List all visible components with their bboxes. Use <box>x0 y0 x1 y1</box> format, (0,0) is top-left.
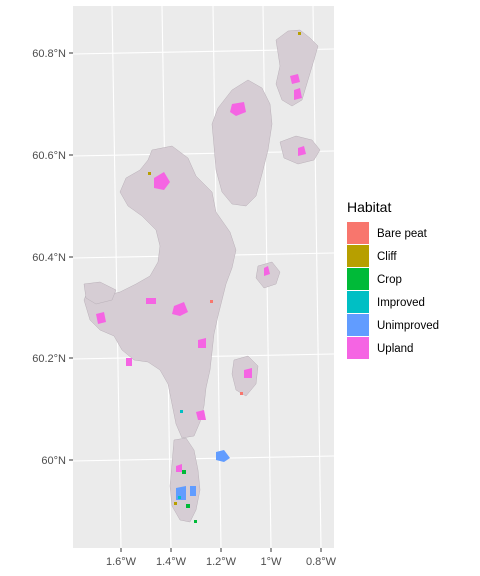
land <box>83 29 321 523</box>
y-tick-label: 60.4°N <box>32 252 66 264</box>
upland-patch <box>126 358 132 366</box>
y-tick-label: 60.6°N <box>32 150 66 162</box>
crop-speck <box>194 520 197 523</box>
upland-patches <box>96 74 306 472</box>
gridline-0.8W <box>312 6 322 548</box>
improved-speck <box>180 410 183 413</box>
legend-label-crop: Crop <box>377 274 402 286</box>
crop-speck <box>186 504 190 508</box>
y-tick-label: 60.2°N <box>32 353 66 365</box>
legend-key-improved <box>347 291 369 313</box>
land-west-mainland <box>83 281 117 305</box>
land-whalsay <box>255 261 281 289</box>
axis-ticks <box>69 52 322 552</box>
other-habitat-specks <box>148 32 301 523</box>
x-tick-label: 0.8°W <box>306 556 337 568</box>
upland-patch <box>172 302 188 316</box>
upland-patch <box>290 74 300 84</box>
unimproved-patch <box>216 450 230 462</box>
cliff-speck <box>298 32 301 35</box>
x-tick-label: 1.2°W <box>206 556 237 568</box>
legend-key-unimproved <box>347 314 369 336</box>
legend-key-upland <box>347 337 369 359</box>
legend-label-cliff: Cliff <box>377 251 397 263</box>
improved-speck <box>178 496 181 499</box>
gridline-1.6W <box>111 6 122 548</box>
bare-peat-speck <box>210 300 213 303</box>
legend-key-crop <box>347 268 369 290</box>
land-mainland <box>83 145 237 439</box>
cliff-speck <box>148 172 151 175</box>
upland-patch <box>146 298 156 304</box>
y-tick-labels: 60.8°N 60.6°N 60.4°N 60.2°N 60°N <box>32 48 66 467</box>
land-south-mainland <box>169 437 201 523</box>
upland-patch <box>198 338 206 348</box>
land-unst <box>275 29 319 107</box>
x-tick-label: 1.4°W <box>156 556 187 568</box>
cliff-speck <box>174 502 177 505</box>
legend-title: Habitat <box>347 199 391 215</box>
upland-patch <box>244 368 252 378</box>
upland-patch <box>230 102 246 116</box>
upland-patch <box>154 172 170 190</box>
y-tick-label: 60°N <box>41 455 66 467</box>
legend-label-improved: Improved <box>377 297 425 309</box>
legend-label-upland: Upland <box>377 343 413 355</box>
upland-patch <box>264 266 270 276</box>
crop-speck <box>182 470 186 474</box>
legend-key-cliff <box>347 245 369 267</box>
y-tick-label: 60.8°N <box>32 48 66 60</box>
upland-patch <box>176 464 182 472</box>
upland-patch <box>298 146 306 156</box>
x-tick-labels: 1.6°W 1.4°W 1.2°W 1°W 0.8°W <box>106 556 337 568</box>
upland-patch <box>96 312 106 324</box>
legend-label-bare-peat: Bare peat <box>377 228 428 240</box>
bare-peat-speck <box>240 392 243 395</box>
legend-label-unimproved: Unimproved <box>377 320 439 332</box>
graticule <box>73 6 334 548</box>
legend: Habitat Bare peat Cliff Crop Improved Un… <box>347 199 439 359</box>
legend-key-bare-peat <box>347 222 369 244</box>
x-tick-label: 1°W <box>261 556 283 568</box>
land-yell <box>211 79 273 207</box>
x-tick-label: 1.6°W <box>106 556 137 568</box>
unimproved-patch <box>190 486 196 496</box>
upland-patch <box>196 410 206 420</box>
gridline-60N <box>73 455 334 462</box>
upland-patch <box>294 88 302 100</box>
